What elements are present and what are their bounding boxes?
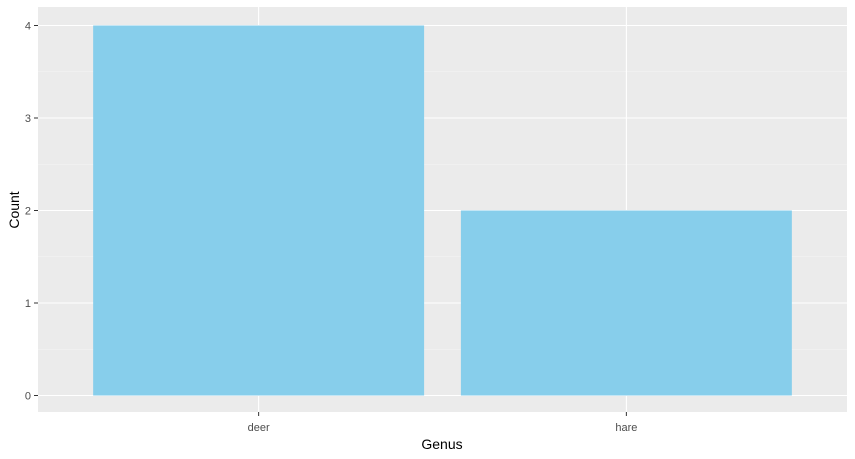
x-axis-title: Genus [421,436,462,452]
y-tick-label: 0 [25,391,31,403]
y-axis-title: Count [6,191,22,228]
y-tick-label: 4 [25,21,31,33]
y-tick-label: 3 [25,113,31,125]
bars [93,25,792,396]
y-tick-label: 1 [25,298,31,310]
x-tick-label: hare [615,422,637,434]
bar-deer [93,25,425,396]
bar-hare [460,210,792,396]
y-axis-ticks: 0 1 2 3 4 [25,21,38,403]
x-tick-label: deer [248,422,270,434]
y-tick-label: 2 [25,206,31,218]
x-axis-ticks: deer hare [248,412,637,434]
